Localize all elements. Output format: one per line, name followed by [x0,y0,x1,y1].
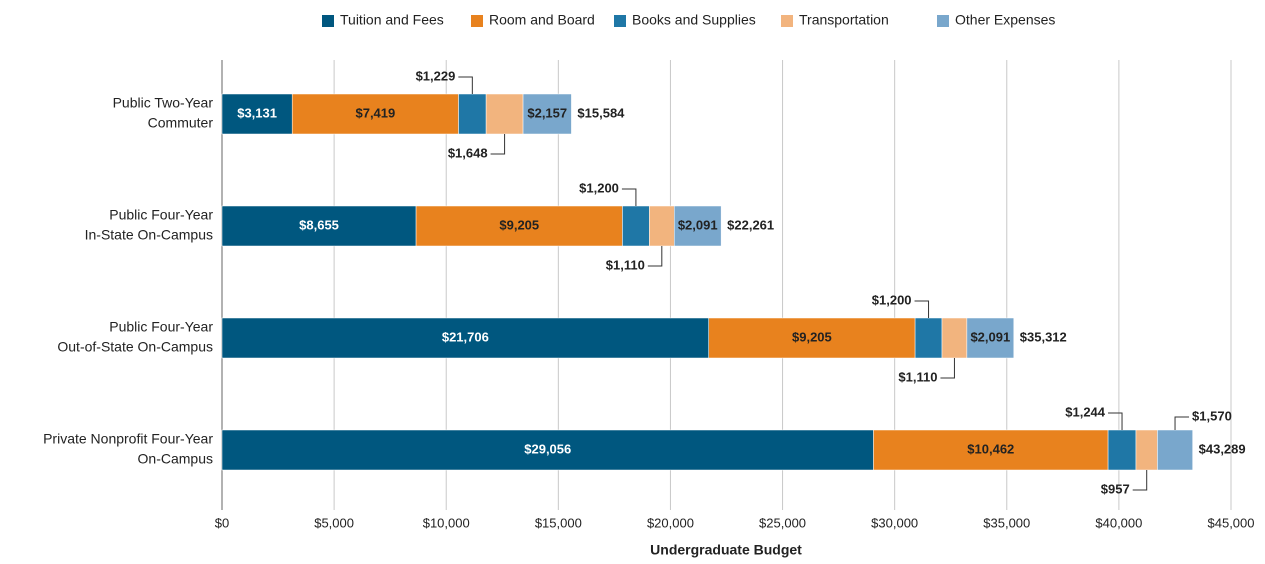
data-label: $2,091 [970,329,1010,344]
legend-swatch [937,15,949,27]
x-tick-label: $30,000 [871,515,918,530]
x-tick-label: $45,000 [1208,515,1255,530]
x-axis-label: Undergraduate Budget [650,542,802,558]
legend-label: Tuition and Fees [340,12,444,28]
leader-line [914,300,930,318]
data-label: $3,131 [237,105,277,120]
data-label: $9,205 [792,329,832,344]
category-label: On-Campus [138,451,213,467]
leader-line [458,76,473,94]
category-label: Public Four-Year [109,207,213,223]
category-label: Public Four-Year [109,319,213,335]
x-tick-label: $35,000 [983,515,1030,530]
bar-segment [914,317,943,359]
bar-segment [221,93,293,135]
data-label: $1,244 [1065,404,1106,419]
data-label: $1,648 [448,145,488,160]
data-label: $29,056 [524,441,571,456]
data-label: $8,655 [299,217,339,232]
bar-segment [458,93,487,135]
total-label: $43,289 [1199,441,1246,456]
data-label: $1,110 [606,257,645,272]
data-label: $1,570 [1192,408,1232,423]
bar-segment [415,205,623,247]
bar-segment [1157,429,1193,471]
leader-line [647,246,663,267]
leader-line [1108,412,1123,430]
legend-swatch [322,15,334,27]
leader-line [940,358,955,379]
data-label: $21,706 [442,329,489,344]
x-tick-label: $40,000 [1095,515,1142,530]
leader-line [621,188,637,206]
x-tick-label: $20,000 [647,515,694,530]
bar-segment [674,205,722,247]
category-label: Commuter [148,115,214,131]
bar-segment [873,429,1109,471]
bar-segment [966,317,1015,359]
data-label: $957 [1101,481,1130,496]
bar-segment [1107,429,1137,471]
legend-label: Books and Supplies [632,12,756,28]
x-tick-label: $10,000 [423,515,470,530]
total-label: $15,584 [577,105,625,120]
data-label: $2,091 [678,217,718,232]
total-label: $35,312 [1020,329,1067,344]
data-label: $10,462 [967,441,1014,456]
data-label: $9,205 [499,217,539,232]
data-label: $2,157 [527,105,567,120]
x-tick-label: $25,000 [759,515,806,530]
legend-label: Transportation [799,12,889,28]
legend-swatch [471,15,483,27]
data-label: $1,229 [416,68,456,83]
x-tick-label: $15,000 [535,515,582,530]
data-label: $1,200 [872,292,912,307]
data-label: $1,110 [898,369,937,384]
x-tick-label: $0 [215,515,229,530]
bar-segment [291,93,459,135]
category-label: In-State On-Campus [85,227,213,243]
leader-line [1174,416,1190,430]
bar-segment [522,93,572,135]
legend-label: Room and Board [489,12,595,28]
leader-line [490,134,506,155]
data-label: $1,200 [579,180,619,195]
legend-swatch [614,15,626,27]
category-label: Private Nonprofit Four-Year [43,431,213,447]
legend-label: Other Expenses [955,12,1055,28]
bar-segment [622,205,650,247]
data-label: $7,419 [355,105,395,120]
bar-segment [941,317,968,359]
bar-segment [649,205,675,247]
category-label: Public Two-Year [113,95,214,111]
legend-swatch [781,15,793,27]
total-label: $22,261 [727,217,774,232]
bar-segment [221,429,874,471]
bar-segment [1135,429,1158,471]
bar-segment [221,317,709,359]
category-label: Out-of-State On-Campus [57,339,213,355]
leader-line [1132,470,1148,491]
x-tick-label: $5,000 [314,515,354,530]
bar-segment [485,93,524,135]
bar-segment [221,205,417,247]
